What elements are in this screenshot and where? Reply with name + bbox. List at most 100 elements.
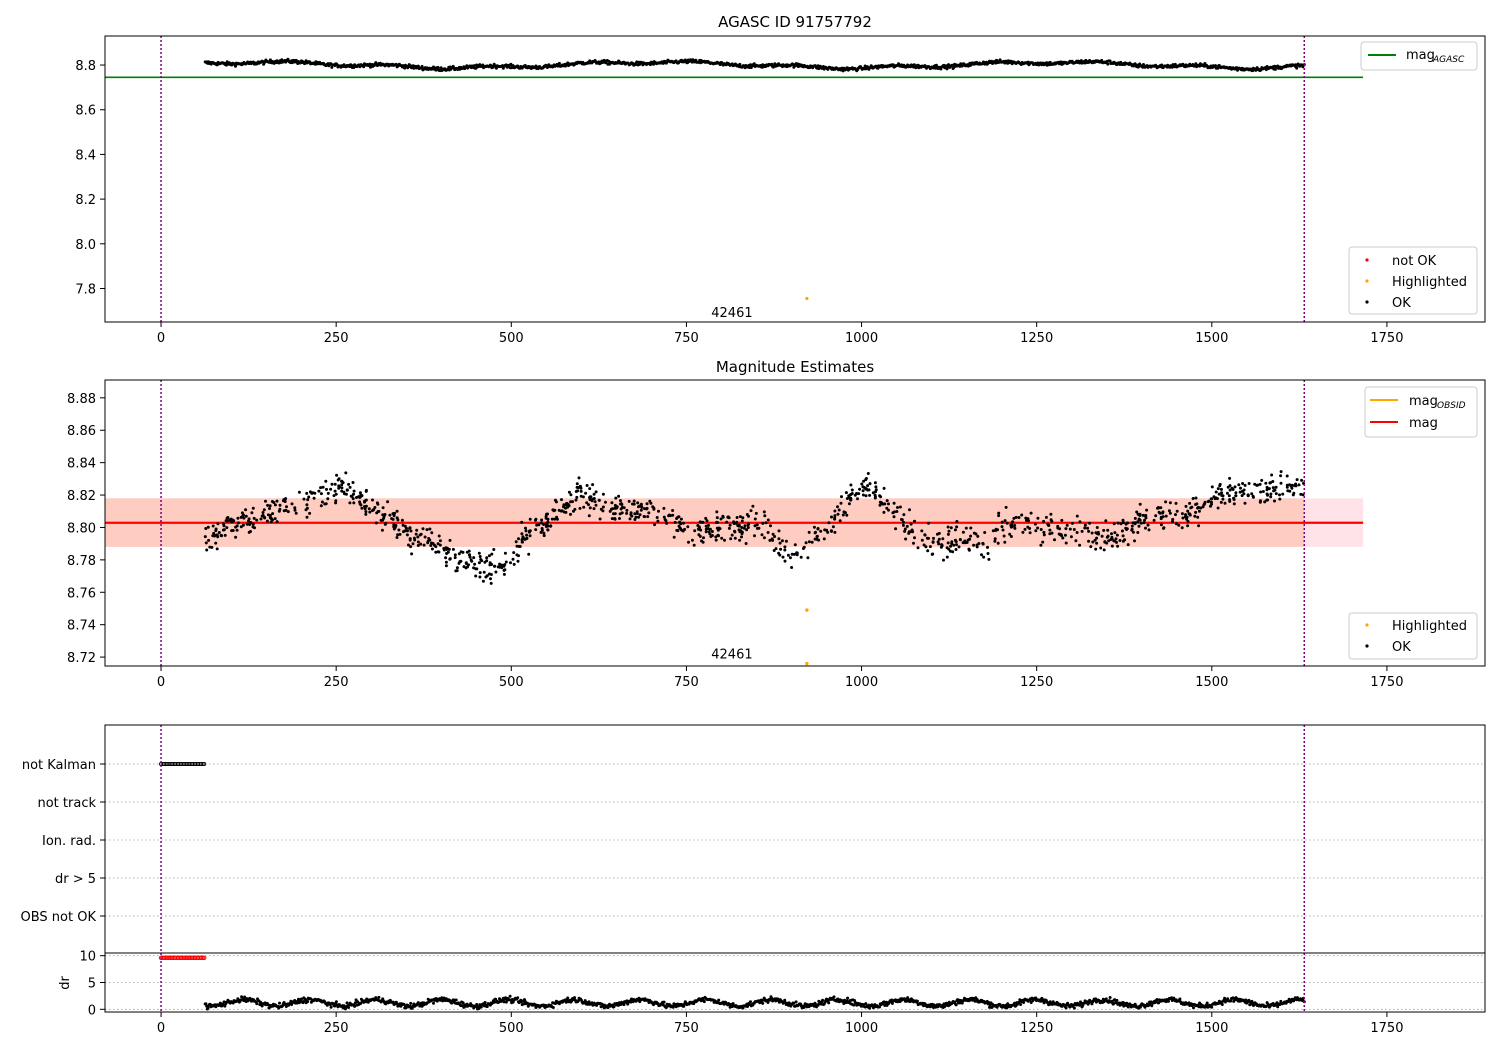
estimates-ok-point: [1042, 530, 1046, 534]
estimates-ok-point: [1017, 516, 1021, 519]
estimates-ok-point: [799, 555, 803, 559]
estimates-ok-point: [251, 525, 255, 529]
estimates-ok-point: [553, 498, 557, 502]
estimates-ok-point: [277, 509, 281, 513]
estimates-ok-point: [892, 515, 896, 519]
estimates-ok-point: [467, 549, 471, 553]
estimates-ok-point: [380, 528, 384, 532]
estimates-ok-point: [1130, 524, 1134, 528]
estimates-ok-point: [751, 504, 755, 508]
estimates-ok-point: [1265, 485, 1269, 489]
estimates-ok-point: [804, 541, 808, 545]
agasc-xtick-label: 0: [157, 331, 165, 346]
estimates-ok-point: [423, 535, 427, 539]
estimates-ok-point: [477, 551, 481, 555]
estimates-ok-point: [1036, 516, 1040, 520]
agasc-ok-point: [1079, 59, 1083, 63]
estimates-ok-point: [955, 520, 959, 523]
estimates-ok-point: [1271, 486, 1275, 490]
agasc-ok-point: [635, 60, 639, 64]
estimates-ok-point: [429, 544, 433, 547]
dr-ok-point: [1210, 1005, 1214, 1009]
estimates-ok-point: [1087, 529, 1091, 533]
legend-frame: [1360, 41, 1478, 71]
estimates-ok-point: [930, 552, 934, 556]
estimates-ok-point: [1203, 500, 1207, 504]
estimates-ok-point: [1078, 520, 1082, 524]
estimates-ok-point: [535, 523, 539, 527]
estimates-ok-point: [761, 521, 765, 525]
estimates-ok-point: [219, 534, 223, 537]
estimates-ok-point: [330, 482, 334, 486]
estimates-ok-point: [425, 528, 429, 532]
estimates-ok-point: [1180, 512, 1184, 516]
dr-ok-point: [587, 1000, 591, 1004]
estimates-ok-point: [1233, 485, 1237, 489]
dr-ok-point: [1192, 1006, 1195, 1010]
estimates-ok-point: [814, 530, 817, 534]
estimates-ok-point: [622, 506, 626, 510]
estimates-ok-point: [772, 549, 776, 552]
estimates-ytick-label: 8.80: [67, 521, 96, 536]
estimates-ok-point: [640, 505, 644, 508]
estimates-ok-point: [1036, 526, 1040, 530]
agasc-ok-point: [1160, 63, 1164, 67]
dr-ok-point: [836, 997, 840, 1001]
estimates-ok-point: [594, 490, 598, 494]
estimates-ok-point: [1220, 494, 1224, 497]
estimates-ok-point: [1121, 534, 1125, 538]
dr-ok-point: [243, 995, 247, 999]
estimates-ok-point: [936, 540, 940, 544]
estimates-ok-point: [608, 509, 612, 513]
agasc-ok-point: [1106, 62, 1110, 66]
dr-not-ok-point: [202, 955, 207, 961]
dr-xtick-label: 0: [157, 1021, 165, 1036]
estimates-ok-point: [904, 537, 908, 541]
estimates-xtick-label: 1000: [845, 675, 878, 690]
estimates-ok-point: [234, 535, 238, 539]
estimates-ok-point: [935, 532, 939, 536]
dr-ok-point: [365, 997, 369, 1001]
estimates-ok-point: [419, 542, 423, 546]
estimates-ok-point: [1265, 488, 1269, 492]
estimates-ok-point: [861, 489, 865, 493]
estimates-ok-point: [489, 581, 493, 585]
estimates-ok-point: [305, 503, 309, 507]
estimates-ok-point: [528, 517, 532, 521]
estimates-ok-point: [512, 551, 516, 555]
estimates-ok-point: [864, 486, 868, 490]
estimates-ok-point: [579, 494, 583, 498]
estimates-xtick-label: 500: [499, 675, 524, 690]
dr-ok-point: [1113, 998, 1117, 1002]
estimates-ok-point: [525, 533, 529, 537]
estimates-ok-point: [920, 529, 924, 533]
estimates-ok-point: [542, 531, 546, 535]
estimates-ok-point: [1112, 522, 1116, 526]
agasc-xtick-label: 250: [324, 331, 349, 346]
estimates-ok-point: [584, 491, 588, 495]
dr-ok-point: [551, 1006, 555, 1009]
estimates-ok-point: [825, 528, 829, 532]
estimates-ok-point: [487, 554, 491, 558]
estimates-ok-point: [1185, 517, 1189, 521]
estimates-ok-point: [1010, 520, 1014, 524]
estimates-ok-point: [1063, 533, 1067, 537]
estimates-ok-point: [438, 539, 442, 543]
estimates-ok-point: [502, 572, 506, 576]
estimates-ok-point: [472, 556, 476, 560]
estimates-ok-point: [855, 492, 858, 495]
dr-ok-point: [878, 1005, 881, 1009]
dr-ok-point: [366, 1000, 370, 1004]
estimates-ok-point: [332, 494, 336, 498]
estimates-ok-point: [503, 563, 507, 567]
estimates-ok-point: [492, 548, 496, 551]
estimates-ok-point: [270, 500, 274, 503]
dr-ok-point: [345, 1001, 349, 1005]
dr-ok-point: [958, 1001, 962, 1005]
estimates-ok-point: [1042, 519, 1046, 523]
estimates-ok-point: [721, 515, 725, 519]
legend-frame: [1348, 612, 1478, 660]
estimates-ok-point: [1159, 506, 1163, 510]
estimates-ok-point: [692, 543, 696, 547]
